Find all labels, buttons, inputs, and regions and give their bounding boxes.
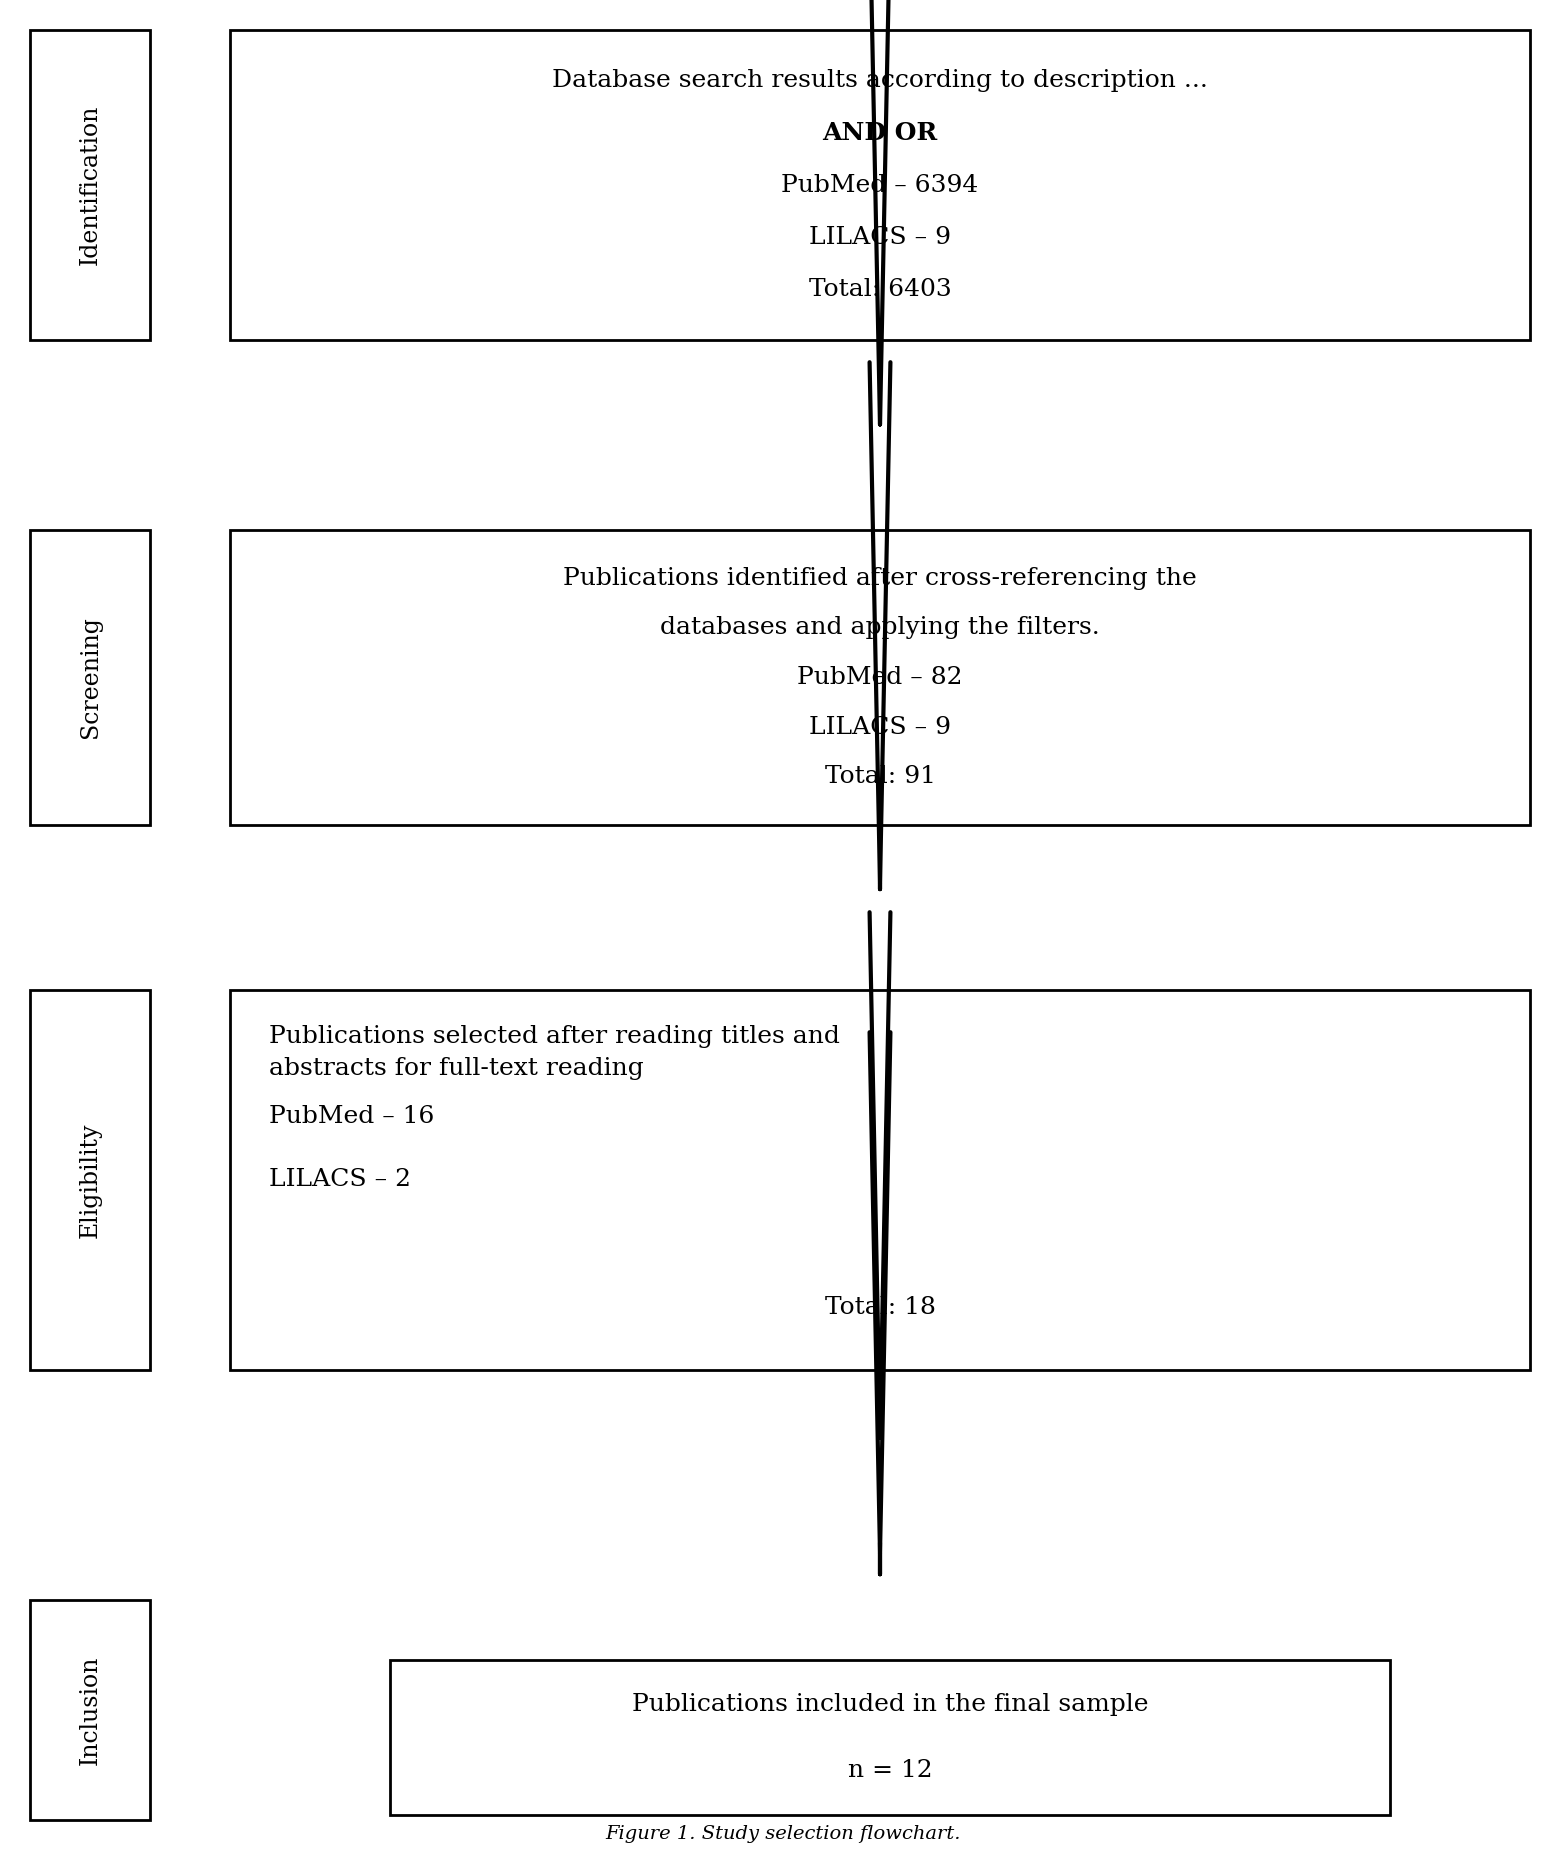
Bar: [30, 30, 150, 341]
Text: Figure 1. Study selection flowchart.: Figure 1. Study selection flowchart.: [606, 1824, 961, 1843]
Text: AND OR: AND OR: [823, 122, 937, 144]
Text: PubMed – 82: PubMed – 82: [798, 667, 962, 689]
Text: Eligibility: Eligibility: [78, 1122, 102, 1238]
Text: abstracts for full-text reading: abstracts for full-text reading: [270, 1056, 644, 1079]
Text: LILACS – 9: LILACS – 9: [809, 715, 951, 738]
Text: Publications selected after reading titles and: Publications selected after reading titl…: [270, 1025, 840, 1047]
Text: LILACS – 9: LILACS – 9: [809, 225, 951, 249]
Bar: [230, 991, 1529, 1369]
Bar: [30, 991, 150, 1369]
Text: PubMed – 6394: PubMed – 6394: [782, 174, 979, 197]
Text: Total: 18: Total: 18: [824, 1296, 935, 1319]
Text: Publications included in the final sample: Publications included in the final sampl…: [632, 1693, 1149, 1716]
Text: Inclusion: Inclusion: [78, 1656, 102, 1764]
Bar: [30, 1600, 150, 1821]
Text: Screening: Screening: [78, 616, 102, 738]
Bar: [390, 1659, 1390, 1815]
Text: Database search results according to description ...: Database search results according to des…: [552, 69, 1208, 92]
Bar: [230, 530, 1529, 824]
Text: n = 12: n = 12: [848, 1759, 932, 1781]
Text: LILACS – 2: LILACS – 2: [270, 1169, 411, 1191]
Text: databases and applying the filters.: databases and applying the filters.: [660, 616, 1100, 639]
Text: Total: 6403: Total: 6403: [809, 277, 951, 302]
Text: Total: 91: Total: 91: [824, 764, 935, 789]
Text: Identification: Identification: [78, 105, 102, 266]
Text: Publications identified after cross-referencing the: Publications identified after cross-refe…: [563, 568, 1197, 590]
Bar: [30, 530, 150, 824]
Text: PubMed – 16: PubMed – 16: [270, 1105, 434, 1128]
Bar: [230, 30, 1529, 341]
